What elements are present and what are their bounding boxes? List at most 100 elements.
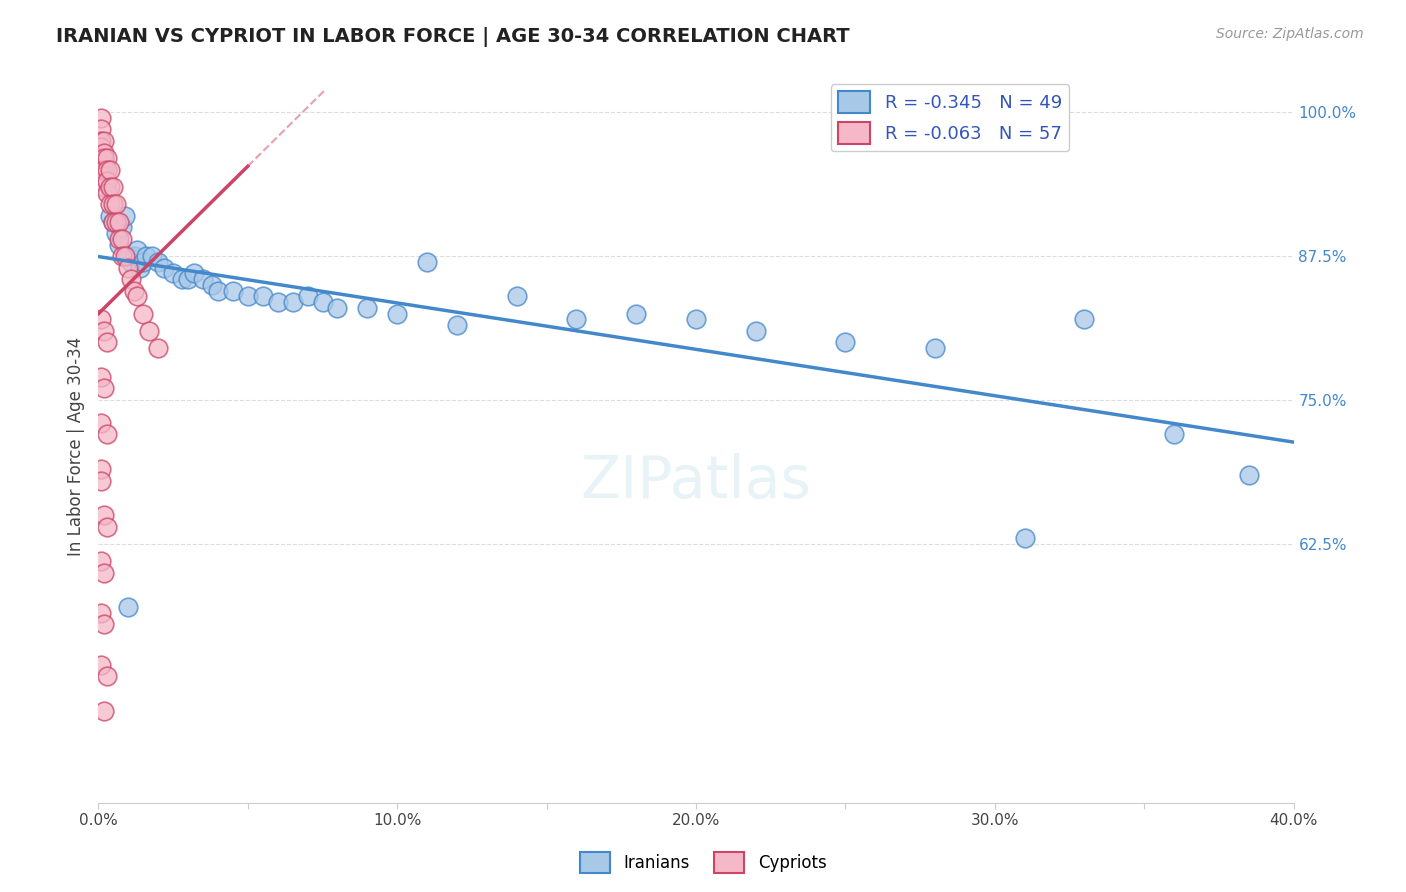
- Point: [93, 151, 115, 165]
- Point: [924, 341, 946, 355]
- Point: [96, 186, 118, 200]
- Point: [1014, 531, 1036, 545]
- Point: [96, 519, 118, 533]
- Point: [96, 151, 118, 165]
- Point: [745, 324, 768, 338]
- Point: [1073, 312, 1095, 326]
- Point: [172, 272, 194, 286]
- Point: [222, 284, 245, 298]
- Point: [90, 462, 112, 476]
- Point: [90, 606, 112, 620]
- Point: [148, 341, 170, 355]
- Point: [141, 249, 163, 263]
- Point: [93, 151, 115, 165]
- Point: [93, 566, 115, 580]
- Point: [129, 260, 152, 275]
- Point: [108, 232, 131, 246]
- Point: [201, 277, 224, 292]
- Point: [93, 145, 115, 160]
- Point: [96, 180, 118, 194]
- Point: [103, 197, 125, 211]
- Point: [90, 416, 112, 430]
- Point: [90, 174, 112, 188]
- Point: [117, 260, 139, 275]
- Point: [114, 209, 136, 223]
- Point: [138, 324, 160, 338]
- Text: IRANIAN VS CYPRIOT IN LABOR FORCE | AGE 30-34 CORRELATION CHART: IRANIAN VS CYPRIOT IN LABOR FORCE | AGE …: [56, 27, 849, 46]
- Point: [127, 244, 149, 258]
- Point: [117, 600, 139, 615]
- Point: [356, 301, 378, 315]
- Point: [105, 214, 128, 228]
- Point: [385, 307, 409, 321]
- Point: [191, 272, 214, 286]
- Point: [93, 162, 115, 177]
- Y-axis label: In Labor Force | Age 30-34: In Labor Force | Age 30-34: [66, 336, 84, 556]
- Point: [105, 197, 128, 211]
- Point: [326, 301, 349, 315]
- Point: [252, 289, 274, 303]
- Point: [297, 289, 319, 303]
- Point: [162, 266, 184, 280]
- Point: [565, 312, 588, 326]
- Point: [90, 157, 112, 171]
- Point: [177, 272, 200, 286]
- Point: [117, 249, 139, 263]
- Point: [416, 255, 439, 269]
- Point: [183, 266, 205, 280]
- Point: [111, 249, 134, 263]
- Point: [90, 151, 112, 165]
- Point: [120, 272, 142, 286]
- Point: [96, 427, 118, 442]
- Point: [127, 289, 149, 303]
- Point: [93, 324, 115, 338]
- Point: [267, 295, 290, 310]
- Point: [98, 162, 122, 177]
- Point: [90, 474, 112, 488]
- Point: [148, 255, 170, 269]
- Point: [120, 255, 142, 269]
- Point: [626, 307, 648, 321]
- Legend: R = -0.345   N = 49, R = -0.063   N = 57: R = -0.345 N = 49, R = -0.063 N = 57: [831, 84, 1070, 152]
- Point: [685, 312, 707, 326]
- Legend: Iranians, Cypriots: Iranians, Cypriots: [572, 846, 834, 880]
- Point: [90, 312, 112, 326]
- Point: [111, 220, 134, 235]
- Point: [446, 318, 468, 333]
- Point: [98, 197, 122, 211]
- Point: [506, 289, 529, 303]
- Point: [96, 174, 118, 188]
- Point: [1163, 427, 1185, 442]
- Point: [93, 381, 115, 395]
- Point: [93, 617, 115, 632]
- Point: [93, 180, 115, 194]
- Point: [93, 169, 115, 183]
- Point: [98, 180, 122, 194]
- Point: [90, 554, 112, 568]
- Point: [103, 180, 125, 194]
- Text: ZIPatlas: ZIPatlas: [581, 453, 811, 510]
- Point: [153, 260, 176, 275]
- Point: [98, 209, 122, 223]
- Point: [96, 162, 118, 177]
- Point: [311, 295, 333, 310]
- Point: [108, 237, 131, 252]
- Point: [103, 214, 125, 228]
- Point: [132, 255, 155, 269]
- Point: [93, 134, 115, 148]
- Point: [108, 214, 131, 228]
- Point: [96, 669, 118, 683]
- Point: [90, 370, 112, 384]
- Point: [96, 335, 118, 350]
- Point: [90, 657, 112, 672]
- Point: [135, 249, 157, 263]
- Point: [132, 307, 155, 321]
- Point: [207, 284, 229, 298]
- Point: [1237, 467, 1260, 482]
- Point: [90, 111, 112, 125]
- Point: [111, 232, 134, 246]
- Point: [834, 335, 856, 350]
- Text: Source: ZipAtlas.com: Source: ZipAtlas.com: [1216, 27, 1364, 41]
- Point: [124, 249, 146, 263]
- Point: [103, 214, 125, 228]
